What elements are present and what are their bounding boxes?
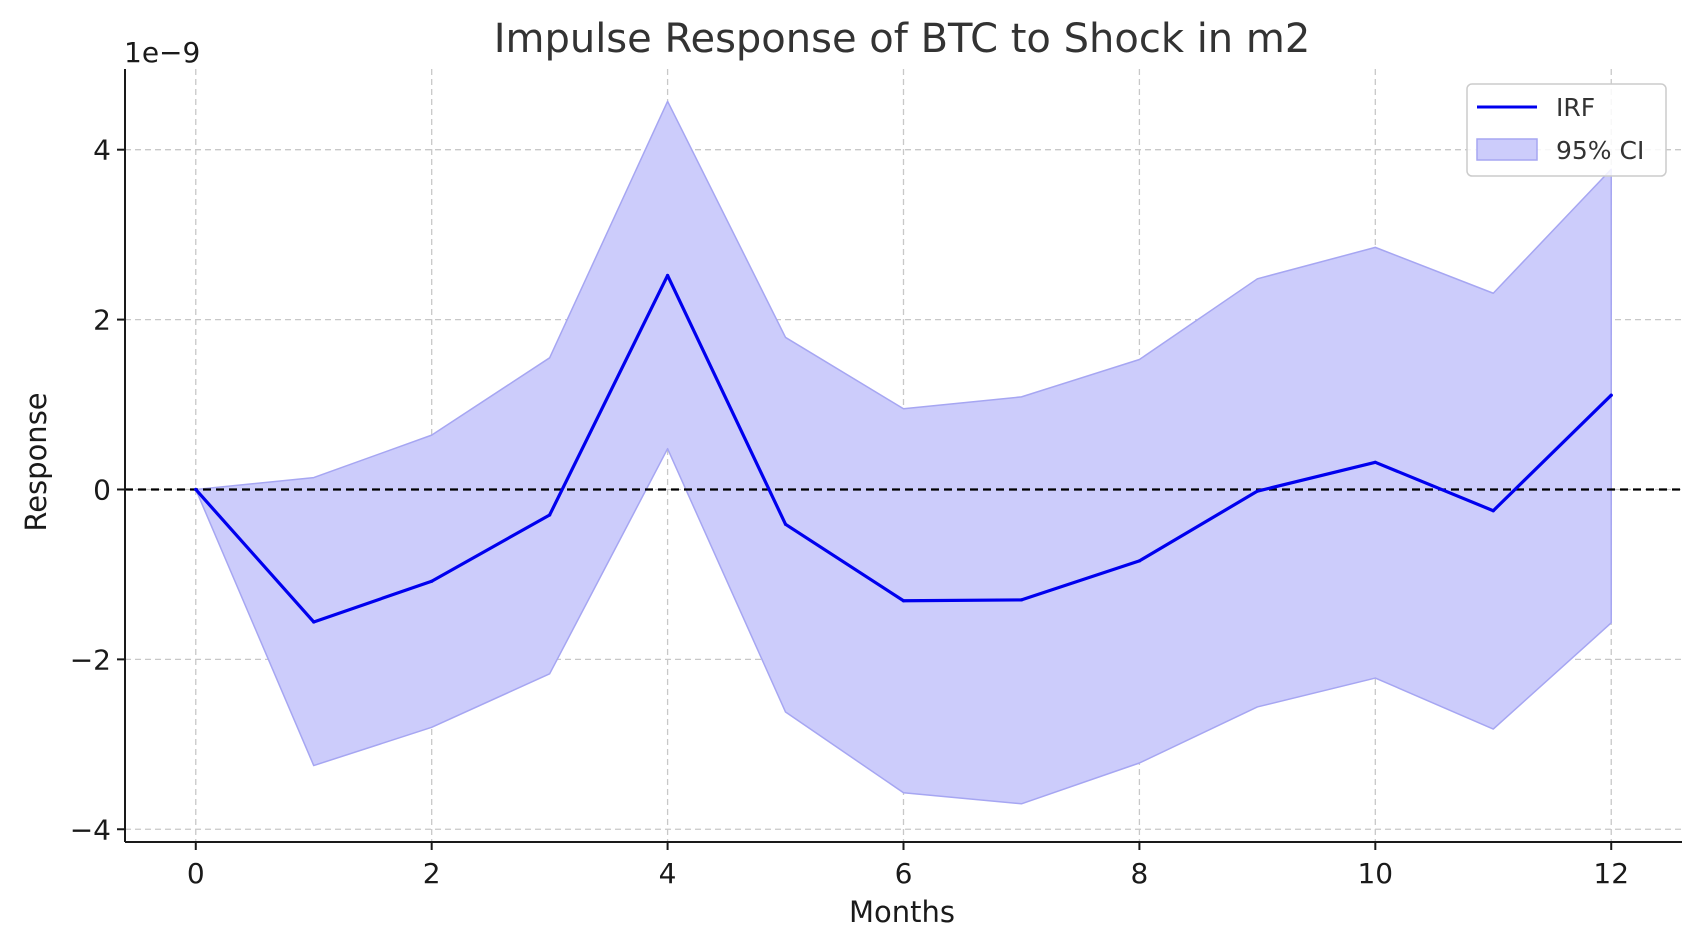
y-offset-label: 1e−9 (124, 36, 200, 69)
y-tick-label: 2 (93, 304, 111, 337)
x-tick-label: 12 (1593, 857, 1629, 890)
x-tick-label: 6 (895, 857, 913, 890)
legend-ci-label: 95% CI (1556, 136, 1644, 165)
y-tick-label: −2 (70, 643, 111, 676)
point-layer (194, 273, 1613, 624)
irf-point (194, 487, 198, 492)
x-tick-label: 4 (659, 857, 677, 890)
irf-point (783, 522, 788, 526)
x-tick-label: 2 (423, 857, 441, 890)
chart-title: Impulse Response of BTC to Shock in m2 (494, 16, 1311, 62)
y-axis-ticks: −4 −2 0 2 4 (70, 134, 125, 846)
legend: IRF 95% CI (1466, 83, 1667, 177)
irf-point (1609, 393, 1613, 397)
x-axis-label: Months (849, 895, 955, 929)
irf-point (1137, 559, 1142, 563)
irf-point (1255, 489, 1259, 493)
legend-ci-swatch (1476, 138, 1538, 161)
irf-point (1491, 509, 1495, 513)
y-axis-label: Response (19, 392, 53, 531)
confidence-band-layer (195, 100, 1612, 805)
irf-point (665, 273, 670, 278)
confidence-band (195, 100, 1612, 805)
irf-point (312, 620, 316, 624)
irf-point (1373, 460, 1377, 464)
x-axis-ticks: 0 2 4 6 8 10 12 (187, 842, 1629, 890)
x-tick-label: 0 (187, 857, 205, 890)
y-tick-label: 0 (93, 473, 111, 506)
x-tick-label: 10 (1357, 857, 1393, 890)
irf-point (901, 599, 906, 603)
x-tick-label: 8 (1130, 857, 1148, 890)
y-tick-label: −4 (70, 813, 111, 846)
irf-point (1019, 598, 1024, 602)
y-tick-label: 4 (93, 134, 111, 167)
irf-point (430, 579, 434, 583)
irf-point (548, 513, 552, 517)
legend-irf-label: IRF (1556, 93, 1595, 122)
